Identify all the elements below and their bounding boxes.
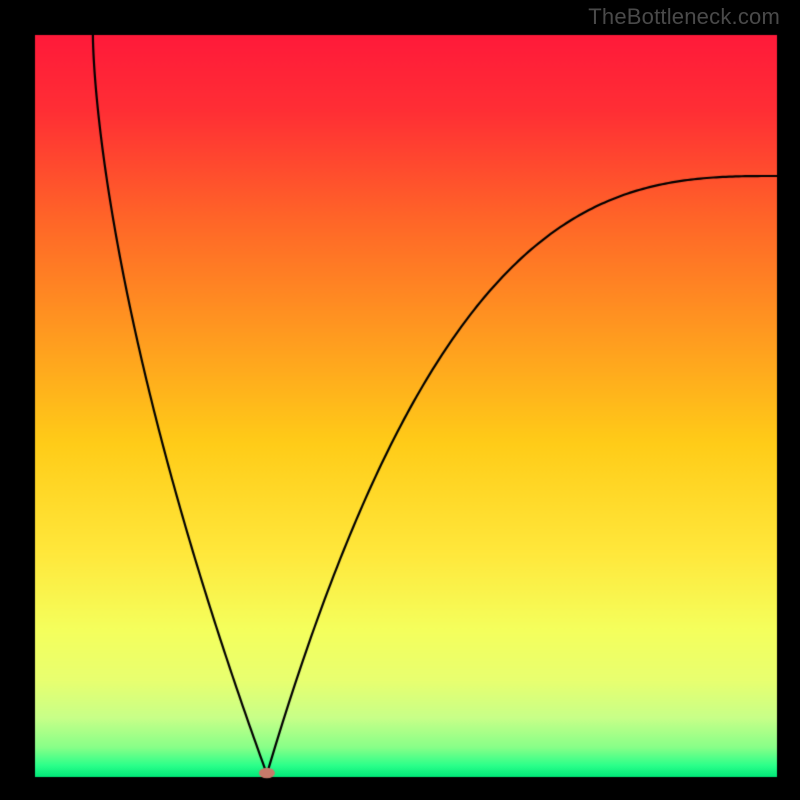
bottleneck-curve-chart: [0, 0, 800, 800]
watermark-text: TheBottleneck.com: [588, 4, 780, 30]
